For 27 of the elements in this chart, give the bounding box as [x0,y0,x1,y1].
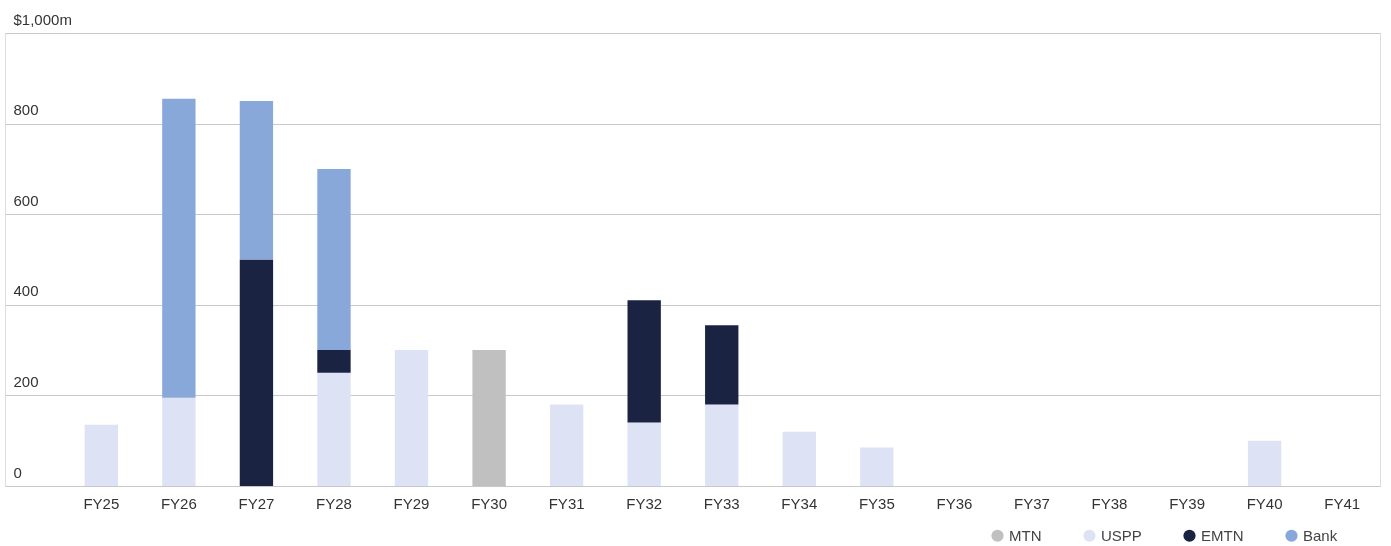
y-tick-label: 800 [13,101,39,119]
x-tick-label: FY39 [1169,494,1205,512]
x-tick-label: FY34 [781,494,818,512]
x-tick-label: FY37 [1014,494,1050,512]
y-tick-label: 400 [13,282,39,300]
x-tick-label: FY25 [83,494,120,512]
x-tick-label: FY27 [238,494,275,512]
x-tick-label: FY30 [471,494,508,512]
x-tick-label: FY35 [858,494,895,512]
x-tick-label: FY38 [1091,494,1128,512]
legend-label: Bank [1303,526,1338,544]
x-tick-label: FY29 [393,494,430,512]
y-tick-label: $1,000m [13,10,72,28]
x-tick-label: FY33 [703,494,740,512]
x-tick-label: FY28 [316,494,352,512]
x-tick-label: FY40 [1246,494,1283,512]
y-tick-label: 600 [13,191,39,209]
x-tick-label: FY36 [936,494,973,512]
x-tick-label: FY32 [626,494,663,512]
legend-label: EMTN [1201,526,1244,544]
x-tick-label: FY31 [548,494,585,512]
x-tick-label: FY26 [160,494,197,512]
y-tick-label: 0 [13,463,22,481]
x-tick-label: FY41 [1324,494,1361,512]
legend-label: USPP [1101,526,1142,544]
y-tick-label: 200 [13,372,39,390]
legend-label: MTN [1009,526,1042,544]
